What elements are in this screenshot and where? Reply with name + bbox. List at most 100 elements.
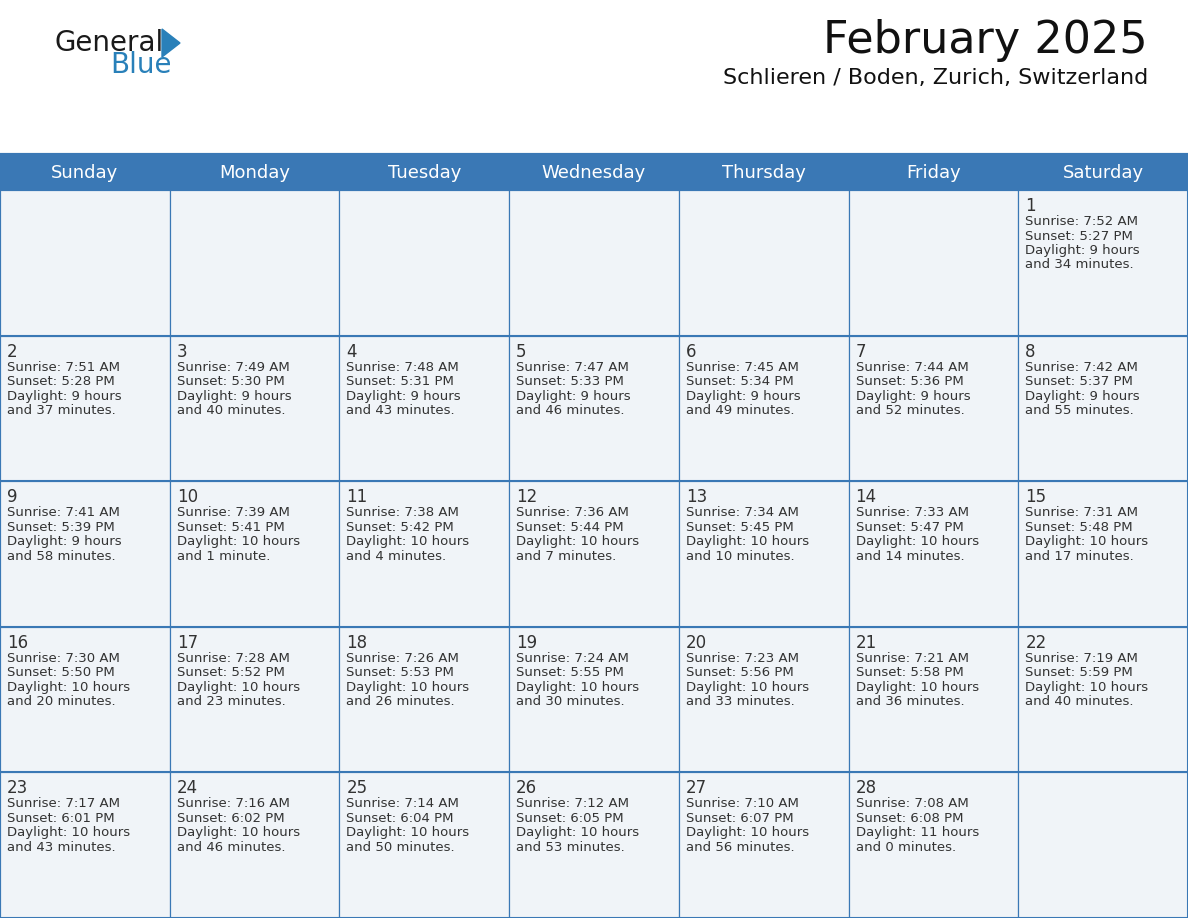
Text: Sunrise: 7:36 AM: Sunrise: 7:36 AM xyxy=(516,506,628,520)
Text: and 10 minutes.: and 10 minutes. xyxy=(685,550,795,563)
Text: Sunset: 6:02 PM: Sunset: 6:02 PM xyxy=(177,812,284,825)
Text: and 7 minutes.: and 7 minutes. xyxy=(516,550,617,563)
Text: 21: 21 xyxy=(855,633,877,652)
Text: February 2025: February 2025 xyxy=(823,18,1148,62)
Text: Sunset: 5:41 PM: Sunset: 5:41 PM xyxy=(177,521,284,533)
Text: Daylight: 9 hours: Daylight: 9 hours xyxy=(1025,389,1140,403)
Text: Daylight: 9 hours: Daylight: 9 hours xyxy=(1025,244,1140,257)
Text: Sunrise: 7:42 AM: Sunrise: 7:42 AM xyxy=(1025,361,1138,374)
Bar xyxy=(848,627,1018,772)
Bar xyxy=(1018,336,1188,481)
Bar xyxy=(678,481,848,627)
Text: Daylight: 9 hours: Daylight: 9 hours xyxy=(516,389,631,403)
Text: Daylight: 10 hours: Daylight: 10 hours xyxy=(177,535,299,548)
Text: and 20 minutes.: and 20 minutes. xyxy=(7,695,115,709)
Text: Sunset: 5:37 PM: Sunset: 5:37 PM xyxy=(1025,375,1133,388)
Text: Daylight: 10 hours: Daylight: 10 hours xyxy=(347,826,469,839)
Text: and 1 minute.: and 1 minute. xyxy=(177,550,270,563)
Text: 12: 12 xyxy=(516,488,537,506)
Text: Sunset: 5:58 PM: Sunset: 5:58 PM xyxy=(855,666,963,679)
Text: Sunrise: 7:44 AM: Sunrise: 7:44 AM xyxy=(855,361,968,374)
Text: and 49 minutes.: and 49 minutes. xyxy=(685,404,795,417)
Bar xyxy=(0,155,1188,190)
Text: Daylight: 10 hours: Daylight: 10 hours xyxy=(685,681,809,694)
Bar xyxy=(510,627,678,772)
Text: and 34 minutes.: and 34 minutes. xyxy=(1025,259,1133,272)
Bar xyxy=(1018,772,1188,918)
Text: Sunset: 5:45 PM: Sunset: 5:45 PM xyxy=(685,521,794,533)
Bar xyxy=(510,336,678,481)
Text: Sunrise: 7:28 AM: Sunrise: 7:28 AM xyxy=(177,652,290,665)
Text: Daylight: 10 hours: Daylight: 10 hours xyxy=(1025,535,1149,548)
Text: Sunset: 5:52 PM: Sunset: 5:52 PM xyxy=(177,666,285,679)
Text: Daylight: 10 hours: Daylight: 10 hours xyxy=(855,681,979,694)
Text: and 0 minutes.: and 0 minutes. xyxy=(855,841,955,854)
Text: 18: 18 xyxy=(347,633,367,652)
Text: 9: 9 xyxy=(7,488,18,506)
Bar xyxy=(678,627,848,772)
Text: 24: 24 xyxy=(177,779,198,798)
Text: Daylight: 9 hours: Daylight: 9 hours xyxy=(855,389,971,403)
Text: and 4 minutes.: and 4 minutes. xyxy=(347,550,447,563)
Text: 20: 20 xyxy=(685,633,707,652)
Bar xyxy=(170,772,340,918)
Text: and 33 minutes.: and 33 minutes. xyxy=(685,695,795,709)
Text: 11: 11 xyxy=(347,488,367,506)
Text: and 50 minutes.: and 50 minutes. xyxy=(347,841,455,854)
Text: 5: 5 xyxy=(516,342,526,361)
Text: Sunrise: 7:14 AM: Sunrise: 7:14 AM xyxy=(347,798,460,811)
Text: Sunrise: 7:41 AM: Sunrise: 7:41 AM xyxy=(7,506,120,520)
Text: 8: 8 xyxy=(1025,342,1036,361)
Text: Daylight: 10 hours: Daylight: 10 hours xyxy=(347,681,469,694)
Text: 17: 17 xyxy=(177,633,198,652)
Bar xyxy=(340,190,510,336)
Bar xyxy=(510,481,678,627)
Text: and 14 minutes.: and 14 minutes. xyxy=(855,550,965,563)
Text: 14: 14 xyxy=(855,488,877,506)
Text: Sunrise: 7:23 AM: Sunrise: 7:23 AM xyxy=(685,652,798,665)
Text: and 46 minutes.: and 46 minutes. xyxy=(177,841,285,854)
Text: 1: 1 xyxy=(1025,197,1036,215)
Bar xyxy=(1018,627,1188,772)
Text: and 40 minutes.: and 40 minutes. xyxy=(177,404,285,417)
Text: Sunrise: 7:38 AM: Sunrise: 7:38 AM xyxy=(347,506,460,520)
Bar xyxy=(1018,190,1188,336)
Text: Sunrise: 7:33 AM: Sunrise: 7:33 AM xyxy=(855,506,968,520)
Text: Daylight: 10 hours: Daylight: 10 hours xyxy=(516,535,639,548)
Text: Sunrise: 7:45 AM: Sunrise: 7:45 AM xyxy=(685,361,798,374)
Text: Sunset: 6:07 PM: Sunset: 6:07 PM xyxy=(685,812,794,825)
Text: Daylight: 10 hours: Daylight: 10 hours xyxy=(516,826,639,839)
Text: Sunset: 5:50 PM: Sunset: 5:50 PM xyxy=(7,666,115,679)
Text: and 37 minutes.: and 37 minutes. xyxy=(7,404,115,417)
Text: Sunset: 6:05 PM: Sunset: 6:05 PM xyxy=(516,812,624,825)
Text: and 36 minutes.: and 36 minutes. xyxy=(855,695,965,709)
Bar xyxy=(678,336,848,481)
Bar xyxy=(170,481,340,627)
Text: 4: 4 xyxy=(347,342,356,361)
Text: Daylight: 11 hours: Daylight: 11 hours xyxy=(855,826,979,839)
Bar xyxy=(848,336,1018,481)
Text: Daylight: 10 hours: Daylight: 10 hours xyxy=(1025,681,1149,694)
Text: Sunset: 6:04 PM: Sunset: 6:04 PM xyxy=(347,812,454,825)
Text: Tuesday: Tuesday xyxy=(387,163,461,182)
Bar xyxy=(170,336,340,481)
Bar xyxy=(340,772,510,918)
Bar xyxy=(1018,481,1188,627)
Text: 16: 16 xyxy=(7,633,29,652)
Text: Sunrise: 7:30 AM: Sunrise: 7:30 AM xyxy=(7,652,120,665)
Text: and 43 minutes.: and 43 minutes. xyxy=(7,841,115,854)
Text: Daylight: 9 hours: Daylight: 9 hours xyxy=(347,389,461,403)
Text: 22: 22 xyxy=(1025,633,1047,652)
Text: Sunrise: 7:34 AM: Sunrise: 7:34 AM xyxy=(685,506,798,520)
Text: Sunset: 5:33 PM: Sunset: 5:33 PM xyxy=(516,375,624,388)
Text: Sunrise: 7:12 AM: Sunrise: 7:12 AM xyxy=(516,798,630,811)
Text: Sunrise: 7:16 AM: Sunrise: 7:16 AM xyxy=(177,798,290,811)
Text: and 46 minutes.: and 46 minutes. xyxy=(516,404,625,417)
Bar xyxy=(848,772,1018,918)
Text: Sunrise: 7:26 AM: Sunrise: 7:26 AM xyxy=(347,652,460,665)
Text: 6: 6 xyxy=(685,342,696,361)
Text: Sunset: 5:59 PM: Sunset: 5:59 PM xyxy=(1025,666,1133,679)
Bar xyxy=(678,190,848,336)
Polygon shape xyxy=(162,29,181,57)
Text: Sunset: 5:31 PM: Sunset: 5:31 PM xyxy=(347,375,454,388)
